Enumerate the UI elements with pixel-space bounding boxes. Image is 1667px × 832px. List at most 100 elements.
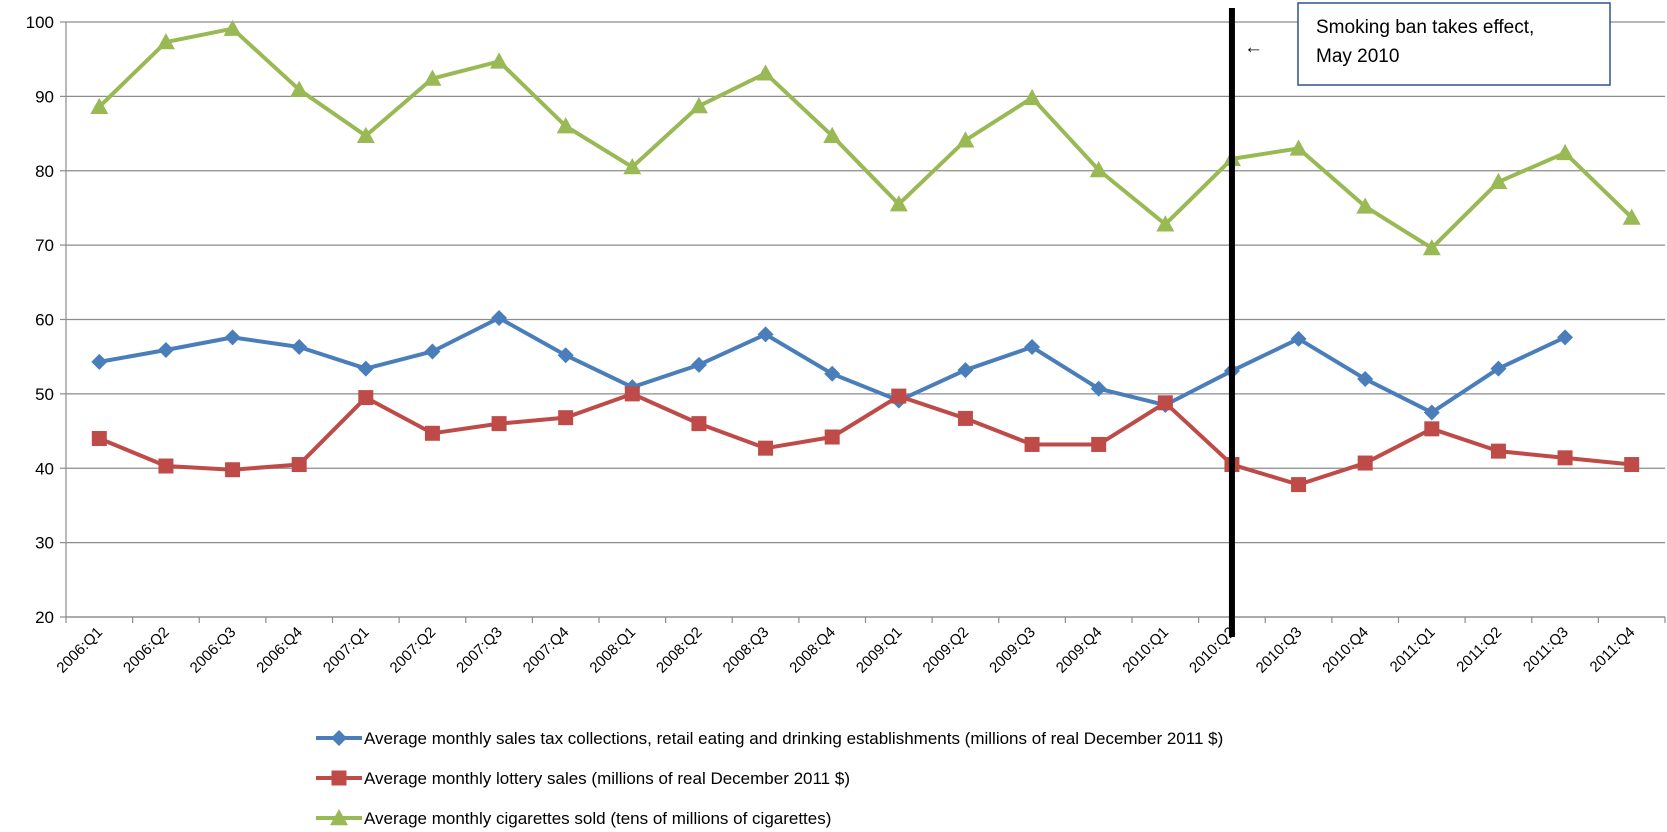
x-axis: 2006:Q1 2006:Q2 2006:Q3 2006:Q4 2007:Q1 2007:… [53,616,1666,677]
x-tick-label: 2006:Q3 [187,624,240,677]
x-tick-label: 2011:Q2 [1453,624,1505,676]
data-point [1489,172,1508,190]
data-point [1557,329,1574,346]
y-tick-label: 20 [35,608,54,627]
data-point [889,195,908,212]
annotation-line-2: May 2010 [1316,46,1399,67]
data-point [90,97,109,114]
x-tick-label: 2009:Q2 [920,624,973,677]
data-point [491,310,508,327]
data-point [1089,161,1108,178]
y-tick-label: 30 [35,534,54,553]
data-point [1423,404,1440,421]
legend-item: Average monthly lottery sales (millions … [316,769,850,788]
x-tick-label: 2007:Q1 [320,624,373,677]
y-tick-label: 100 [26,13,54,32]
data-point [423,69,442,86]
legend-label: Average monthly cigarettes sold (tens of… [364,809,831,828]
legend-label: Average monthly lottery sales (millions … [364,769,850,788]
data-point [557,347,574,364]
legend-item: Average monthly sales tax collections, r… [316,729,1223,748]
y-tick-label: 50 [35,385,54,404]
gridlines [66,21,1665,618]
data-point [624,386,640,402]
x-tick-label: 2008:Q2 [653,624,706,677]
data-point [490,52,509,69]
legend-swatch-marker [330,809,348,826]
data-point [1024,339,1041,356]
data-point [1624,457,1640,473]
data-point [623,158,642,175]
series-line [98,316,1566,415]
x-tick-label: 2010:Q1 [1119,624,1172,677]
data-point [756,64,775,81]
y-tick-label: 90 [35,87,54,106]
x-tick-label: 2007:Q4 [520,624,573,677]
data-point [689,97,708,114]
data-point [290,80,309,97]
data-point [91,353,108,370]
legend-item: Average monthly cigarettes sold (tens of… [316,809,831,828]
annotation-line-1: Smoking ban takes effect, [1316,17,1534,38]
legend: Average monthly sales tax collections, r… [316,729,1223,828]
series-line [98,391,1632,487]
legend-label: Average monthly sales tax collections, r… [364,729,1223,748]
legend-swatch-marker [331,730,347,746]
data-point [824,429,840,445]
y-tick-label: 70 [35,236,54,255]
x-tick-label: 2011:Q1 [1387,624,1439,676]
data-point [357,360,374,377]
data-point [356,126,375,143]
x-tick-label: 2011:Q3 [1520,624,1572,676]
data-point [1490,360,1507,377]
annotation-callout: Smoking ban takes effect, May 2010 ← [1244,2,1611,86]
data-point [291,339,308,356]
x-tick-label: 2009:Q3 [986,624,1039,677]
x-tick-label: 2007:Q2 [387,624,440,677]
series-triangle [90,19,1641,256]
data-point [957,410,973,426]
x-tick-label: 2008:Q3 [720,624,773,677]
data-point [223,19,242,36]
legend-swatch-marker [331,770,347,786]
data-point [1422,239,1441,256]
data-point [891,388,907,404]
data-point [1091,436,1107,452]
series-line [97,26,1634,251]
data-point [1556,143,1575,161]
data-point [1090,380,1107,397]
x-tick-label: 2008:Q4 [786,624,839,677]
data-point [824,365,841,382]
x-tick-label: 2011:Q4 [1587,624,1639,676]
data-point [1357,371,1374,387]
data-point [956,131,975,148]
data-point [91,431,107,446]
data-point [690,356,707,373]
data-point [424,343,441,360]
data-point [157,341,174,358]
data-point [823,126,842,143]
data-point [691,416,707,432]
series-layer [90,19,1641,493]
data-point [1024,436,1040,452]
data-point [1289,139,1308,156]
y-tick-label: 40 [35,459,54,478]
data-point [1424,421,1440,437]
y-tick-label: 80 [35,162,54,181]
data-point [158,458,174,474]
data-point [1023,88,1042,106]
data-point [358,390,374,406]
data-point [424,425,440,441]
x-tick-label: 2006:Q2 [120,624,173,677]
x-tick-label: 2008:Q1 [586,624,639,677]
series-square [91,386,1640,493]
data-point [1156,215,1175,232]
data-point [1357,455,1373,471]
x-tick-label: 2009:Q4 [1053,624,1106,677]
x-tick-label: 2006:Q4 [253,624,306,677]
x-tick-label: 2010:Q3 [1253,624,1306,677]
data-point [491,416,507,432]
data-point [757,326,774,343]
data-point [225,462,241,478]
